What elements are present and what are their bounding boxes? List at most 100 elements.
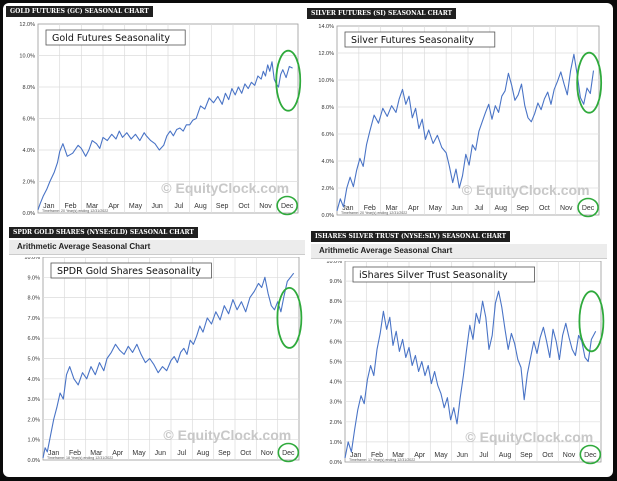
spdr-gold-panel: SPDR GOLD SHARES (NYSE:GLD) SEASONAL CHA… (9, 227, 305, 471)
y-tick-label: 6.0% (321, 132, 334, 138)
x-tick-label: Mar (386, 205, 399, 212)
silver-futures-chart: 0.0% 2.0% 4.0% 6.0% 8.0% 10.0% 12.0% 14.0% Jan Fe… (318, 24, 603, 218)
silver-futures-panel: SILVER FUTURES (SI) SEASONAL CHART 0.0% 2… (307, 8, 607, 218)
x-tick-label: May (129, 203, 143, 210)
chart-title: Silver Futures Seasonality (351, 35, 474, 46)
x-tick-label: Nov (261, 450, 274, 457)
chart-title-box (50, 262, 212, 279)
chart-title: Gold Futures Seasonality (52, 33, 170, 44)
chart-title-box (352, 266, 536, 283)
x-tick-label: Aug (194, 203, 207, 210)
x-tick-label: Feb (364, 205, 376, 212)
chart-title: iShares Silver Trust Seasonality (359, 270, 508, 281)
x-tick-label: Jan (48, 450, 59, 457)
y-tick-label: 2.0% (321, 186, 334, 192)
x-tick-label: Aug (197, 450, 210, 457)
x-tick-label: Jul (177, 450, 186, 457)
x-tick-label: Apr (408, 205, 420, 212)
panel-title-bar: SPDR GOLD SHARES (NYSE:GLD) SEASONAL CHA… (9, 227, 198, 238)
x-tick-label: Feb (371, 452, 383, 459)
ishares-silver-panel: ISHARES SILVER TRUST (NYSE:SLV) SEASONAL… (311, 231, 607, 471)
collage-frame: GOLD FUTURES (GC) SEASONAL CHART 0.0% 2.0… (3, 3, 613, 477)
y-tick-label: 12.0% (19, 22, 35, 28)
chart-title-box (45, 29, 186, 46)
x-tick-label: Jun (451, 205, 462, 212)
x-tick-label: Oct (539, 205, 550, 212)
y-tick-label: 0.0% (27, 458, 40, 464)
x-tick-label: Apr (112, 450, 124, 457)
series-line (37, 61, 293, 210)
x-tick-label: Nov (563, 452, 576, 459)
highlight-ellipse (578, 290, 605, 353)
panel-title-bar: ISHARES SILVER TRUST (NYSE:SLV) SEASONAL… (311, 231, 511, 242)
x-tick-label: Dec (582, 205, 595, 212)
y-tick-label: 2.0% (22, 180, 35, 186)
x-tick-label: Sep (516, 205, 529, 212)
series-line (344, 290, 597, 459)
highlight-ellipse (275, 49, 302, 112)
y-tick-label: 6.0% (22, 117, 35, 123)
x-tick-label: Apr (108, 203, 120, 210)
y-tick-label: 3.0% (27, 397, 40, 403)
chart-title: SPDR Gold Shares Seasonality (57, 266, 201, 277)
timeframe-label: Timeframe: 17 Year(s) ending 12/31/2022 (349, 458, 415, 462)
timeframe-label: Timeframe: 20 Year(s) ending 12/31/2022 (341, 211, 407, 215)
y-tick-label: 0.0% (22, 211, 35, 217)
y-tick-label: 8.0% (329, 299, 342, 305)
x-tick-label: May (132, 450, 146, 457)
y-tick-label: 12.0% (318, 51, 334, 57)
spdr-gold-chart: 0.0% 1.0% 2.0% 3.0% 4.0% 5.0% 6.0% 7.0% 8.0% 9.0%… (24, 257, 303, 464)
x-tick-label: May (429, 205, 443, 212)
x-tick-label: Oct (542, 452, 553, 459)
y-tick-label: 10.0% (19, 54, 35, 60)
highlight-ellipse (276, 287, 303, 349)
highlight-ellipse (576, 51, 603, 114)
panel-title-bar: SILVER FUTURES (SI) SEASONAL CHART (307, 8, 457, 19)
x-tick-label: Jan (43, 203, 54, 210)
y-tick-label: 4.0% (27, 377, 40, 383)
x-tick-label: Sep (218, 450, 231, 457)
y-tick-label: 8.0% (321, 105, 334, 111)
highlight-circle (277, 442, 300, 463)
y-tick-label: 0.0% (329, 460, 342, 466)
chart-subheading: Arithmetic Average Seasonal Chart (311, 244, 607, 259)
x-tick-label: Jul (174, 203, 183, 210)
highlight-circle (577, 197, 599, 218)
x-tick-label: Aug (495, 205, 508, 212)
y-tick-label: 2.0% (27, 417, 40, 423)
y-tick-label: 5.0% (27, 357, 40, 363)
y-tick-label: 4.0% (321, 159, 334, 165)
x-tick-label: Oct (240, 450, 251, 457)
y-tick-label: 10.0% (24, 257, 40, 261)
y-tick-label: 7.0% (27, 316, 40, 322)
y-tick-label: 14.0% (318, 24, 334, 30)
x-tick-label: Mar (86, 203, 99, 210)
x-tick-label: Jul (479, 452, 488, 459)
watermark-text: © EquityClock.com (163, 427, 291, 443)
x-tick-label: Apr (414, 452, 426, 459)
ishares-silver-chart: 0.0% 1.0% 2.0% 3.0% 4.0% 5.0% 6.0% 7.0% 8.0% 9.0%… (326, 261, 605, 466)
x-tick-label: Sep (520, 452, 533, 459)
gold-futures-chart: 0.0% 2.0% 4.0% 6.0% 8.0% 10.0% 12.0% Jan Feb Mar A… (19, 22, 302, 217)
y-tick-label: 9.0% (329, 279, 342, 285)
watermark-text: © EquityClock.com (465, 429, 593, 445)
x-tick-label: Sep (216, 203, 229, 210)
y-tick-label: 6.0% (27, 336, 40, 342)
y-tick-label: 1.0% (329, 440, 342, 446)
y-tick-label: 5.0% (329, 360, 342, 366)
y-tick-label: 4.0% (22, 148, 35, 154)
x-tick-label: Jun (457, 452, 468, 459)
x-tick-label: Mar (90, 450, 103, 457)
y-tick-label: 10.0% (318, 78, 334, 84)
timeframe-label: Timeframe: 20 Year(s) ending 12/31/2022 (42, 209, 108, 213)
highlight-circle (579, 444, 602, 465)
x-tick-label: Nov (560, 205, 573, 212)
y-tick-label: 3.0% (329, 400, 342, 406)
x-tick-label: Dec (281, 203, 294, 210)
y-tick-label: 10.0% (326, 261, 342, 265)
watermark-text: © EquityClock.com (161, 180, 289, 196)
chart-title-box (344, 31, 496, 48)
y-tick-label: 8.0% (27, 296, 40, 302)
y-tick-label: 8.0% (22, 85, 35, 91)
x-tick-label: Jun (155, 450, 166, 457)
